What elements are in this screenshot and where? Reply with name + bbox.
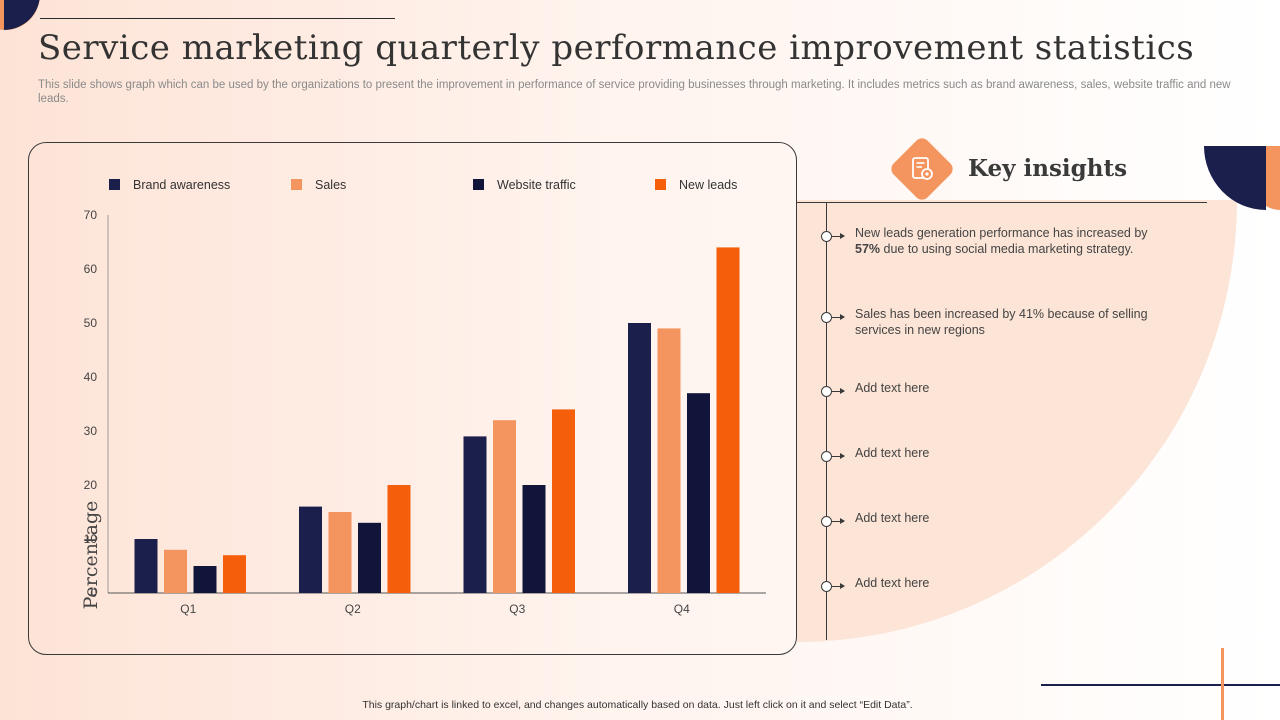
legend-label: Website traffic: [497, 178, 576, 192]
arrow-right-icon: [840, 388, 845, 394]
y-tick-label: 10: [84, 532, 98, 546]
arrow-right-icon: [840, 233, 845, 239]
y-tick-label: 60: [84, 262, 98, 276]
insight-text: Add text here: [855, 445, 1175, 461]
legend-label: New leads: [679, 178, 737, 192]
legend-label: Brand awareness: [133, 178, 230, 192]
bar: [657, 328, 681, 593]
x-tick-label: Q1: [180, 602, 196, 616]
insight-text: New leads generation performance has inc…: [855, 225, 1175, 257]
arrow-right-icon: [840, 583, 845, 589]
legend-swatch: [291, 179, 302, 190]
bar: [463, 436, 487, 593]
insight-text-part: due to using social media marketing stra…: [880, 242, 1134, 256]
chart-panel[interactable]: 0 10 20 30 40 50 60 70 Q1 Q2 Q3 Q4 Brand awareness Sa…: [28, 142, 797, 655]
timeline-dot: [821, 581, 832, 592]
timeline-dot: [821, 451, 832, 462]
arrow-right-icon: [840, 314, 845, 320]
bar: [628, 323, 651, 593]
footer-note: This graph/chart is linked to excel, and…: [362, 699, 913, 711]
legend-swatch: [109, 179, 120, 190]
bar: [299, 506, 322, 593]
title-rule: [40, 18, 395, 19]
bar: [687, 393, 710, 593]
y-tick-label: 20: [84, 478, 98, 492]
insight-text-part: Add text here: [855, 381, 930, 395]
slide-title: Service marketing quarterly performance …: [38, 28, 1195, 68]
key-insights-title: Key insights: [968, 155, 1128, 182]
y-tick-label: 40: [84, 370, 98, 384]
insight-text: Sales has been increased by 41% because …: [855, 306, 1175, 338]
arrow-line: [832, 236, 844, 237]
arrow-line: [832, 456, 844, 457]
bar-chart[interactable]: 0 10 20 30 40 50 60 70 Q1 Q2 Q3 Q4 Brand awareness Sa…: [29, 143, 798, 656]
insight-text-part: Add text here: [855, 511, 930, 525]
bar: [493, 420, 516, 593]
slide-subtitle: This slide shows graph which can be used…: [38, 79, 1231, 105]
y-tick-label: 0: [90, 586, 97, 600]
bar: [164, 549, 187, 593]
bar: [193, 566, 217, 593]
insight-text-part: New leads generation performance has inc…: [855, 226, 1148, 240]
legend-swatch: [473, 179, 484, 190]
bar: [223, 555, 246, 593]
legend-label: Sales: [315, 178, 346, 192]
bar: [552, 409, 575, 593]
y-axis-label: Percentage: [80, 500, 102, 610]
arrow-line: [832, 521, 844, 522]
insight-text: Add text here: [855, 380, 1175, 396]
insight-text-part: Add text here: [855, 446, 930, 460]
timeline-dot: [821, 231, 832, 242]
document-gear-icon: [899, 146, 945, 192]
x-tick-label: Q3: [509, 602, 525, 616]
insight-text: Add text here: [855, 575, 1175, 591]
bar: [328, 512, 352, 593]
insight-text-part: Add text here: [855, 576, 930, 590]
arrow-line: [832, 586, 844, 587]
arrow-line: [832, 391, 844, 392]
insight-text-part: Sales has been increased by 41% because …: [855, 307, 1148, 337]
insight-highlight: 57%: [855, 242, 881, 256]
timeline-dot: [821, 386, 832, 397]
y-tick-label: 70: [84, 208, 98, 222]
timeline-dot: [821, 516, 832, 527]
y-tick-label: 50: [84, 316, 98, 330]
y-tick-label: 30: [84, 424, 98, 438]
bar: [522, 485, 546, 593]
bar: [716, 247, 740, 593]
bar: [358, 522, 381, 593]
arrow-right-icon: [840, 518, 845, 524]
timeline-dot: [821, 312, 832, 323]
bottom-right-rule: [1041, 684, 1280, 686]
bottom-right-accent: [1221, 648, 1224, 720]
arrow-right-icon: [840, 453, 845, 459]
bar: [134, 539, 158, 593]
arrow-line: [832, 317, 844, 318]
bar: [387, 485, 411, 593]
insight-text: Add text here: [855, 510, 1175, 526]
insights-timeline: [826, 202, 827, 640]
legend-swatch: [655, 179, 666, 190]
x-tick-label: Q4: [674, 602, 690, 616]
insights-rule: [797, 202, 1207, 203]
x-tick-label: Q2: [345, 602, 361, 616]
